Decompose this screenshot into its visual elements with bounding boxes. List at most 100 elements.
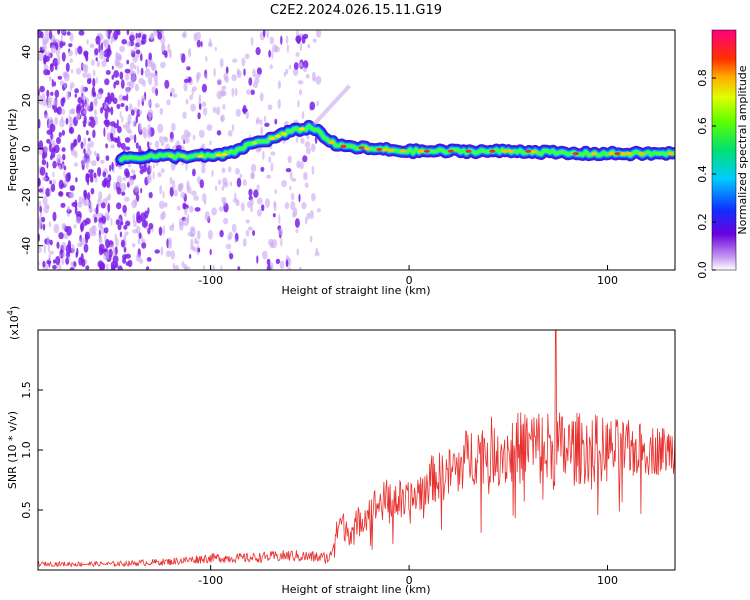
spectrogram-noise-speck (222, 181, 229, 188)
spectrogram-noise-speck (213, 67, 216, 78)
spectrogram-noise-speck (196, 73, 200, 84)
colorbar-tick-label: 0.4 (696, 165, 709, 183)
spectrogram-noise-speck (191, 190, 197, 196)
spectrogram-noise-speck (140, 212, 147, 223)
spectrogram-noise-speck (304, 182, 309, 188)
spectrogram-noise-speck (105, 70, 111, 75)
spectrogram-noise-speck (110, 144, 115, 149)
spectrogram-noise-speck (92, 91, 97, 98)
spectrogram-noise-speck (44, 30, 49, 37)
spectrogram-noise-speck (56, 154, 62, 164)
spectrogram-noise-speck (227, 130, 233, 137)
spectrogram-noise-speck (62, 97, 66, 103)
spectrogram-noise-speck (284, 202, 290, 210)
spectrogram-noise-speck (232, 198, 239, 203)
spectrogram-noise-speck (192, 246, 197, 252)
spectrogram-noise-speck (69, 32, 74, 42)
spectrogram-noise-speck (191, 86, 197, 92)
spectrogram-track-peak (358, 146, 365, 150)
spectrogram-noise-speck (188, 76, 192, 83)
spectrogram-noise-speck (68, 109, 75, 115)
spectrogram-noise-speck (85, 265, 90, 270)
spectrogram-noise-speck (119, 71, 124, 80)
spectrogram-noise-speck (159, 184, 163, 195)
spectrogram-noise-speck (300, 137, 305, 144)
spectrogram-noise-speck (225, 66, 229, 74)
spectrogram-noise-speck (103, 56, 106, 63)
spectrogram-noise-speck (120, 142, 126, 150)
spectrogram-noise-speck (69, 58, 73, 63)
spectrogram-noise-speck (278, 228, 284, 236)
spectrogram-noise-speck (162, 225, 165, 236)
spectrogram-noise-speck (81, 237, 86, 246)
spectrogram-noise-speck (129, 62, 135, 70)
spectrogram-noise-speck (248, 77, 253, 86)
spectrogram-noise-speck (288, 64, 292, 70)
spectrogram-noise-speck (194, 207, 201, 212)
spectrogram-noise-speck (295, 137, 299, 143)
spectrogram-track-peak (388, 148, 395, 152)
spectrogram-noise-speck (219, 229, 224, 238)
spectrogram-noise-speck (239, 173, 243, 179)
spectrogram-noise-speck (305, 73, 310, 79)
spectrogram-noise-speck (125, 146, 131, 151)
spectrogram-noise-speck (293, 62, 299, 70)
spectrogram-noise-speck (303, 172, 306, 180)
spectrogram-noise-speck (91, 225, 95, 234)
spectrogram-noise-speck (277, 80, 281, 89)
spectrogram-noise-speck (117, 135, 120, 144)
spectrogram-noise-speck (190, 238, 194, 248)
spectrogram-track-peak (507, 149, 514, 153)
spectrogram-noise-speck (150, 61, 156, 70)
spectrogram-noise-speck (38, 52, 44, 62)
spectrogram-noise-speck (155, 88, 159, 96)
spectrogram-noise-speck (97, 212, 103, 218)
spectrogram-noise-speck (298, 266, 302, 270)
spectrogram-noise-speck (38, 188, 44, 193)
spectrogram-noise-speck (73, 162, 78, 167)
spectrogram-track-peak (251, 141, 258, 145)
spectrogram-noise-speck (250, 171, 255, 180)
spectrogram-noise-speck (84, 103, 90, 111)
spectrogram-noise-speck (309, 210, 314, 220)
spectrogram-noise-speck (268, 49, 271, 58)
spectrogram-noise-speck (56, 241, 60, 249)
spectrogram-noise-speck (61, 147, 66, 152)
spectrogram-noise-speck (192, 168, 196, 177)
spectrogram-noise-speck (87, 137, 91, 142)
spectrogram-noise-speck (111, 74, 115, 80)
spectrogram-noise-speck (76, 67, 81, 75)
colorbar-ticks: 0.0 0.2 0.4 0.6 0.8 (696, 69, 716, 279)
spectrogram-noise-speck (141, 95, 146, 102)
spectrogram-noise-speck (167, 240, 172, 249)
spectrogram-noise-speck (241, 57, 246, 67)
spectrogram-noise-speck (209, 140, 212, 146)
spectrogram-noise-speck (105, 30, 109, 37)
spectrogram-noise-speck (169, 138, 175, 143)
snr-ytick-label: 0.5 (20, 501, 33, 519)
spectrogram-noise-speck (96, 92, 103, 100)
spectrogram-noise-speck (74, 93, 78, 98)
spectrogram-noise-speck (168, 49, 172, 59)
spectrogram-noise-speck (231, 74, 237, 82)
spectrogram-noise-speck (94, 150, 97, 157)
spectrogram-noise-speck (80, 222, 85, 232)
spectrogram-noise-speck (272, 213, 276, 218)
spectrogram-noise-speck (154, 249, 160, 254)
spectrogram-noise-speck (182, 202, 187, 210)
spectrogram-noise-speck (110, 106, 114, 116)
spectrogram-noise-speck (73, 138, 78, 147)
spectrogram-noise-speck (53, 98, 59, 107)
spectrogram-noise-speck (151, 86, 157, 94)
spectrogram-noise-speck (291, 177, 297, 182)
spectrogram-noise-speck (61, 115, 64, 122)
spectrogram-noise-speck (289, 185, 292, 191)
spectrogram-noise-speck (157, 32, 163, 40)
spectrogram-noise-speck (74, 205, 78, 215)
spectrogram-noise-speck (301, 111, 305, 120)
spectrogram-noise-speck (201, 83, 207, 93)
spectrogram-noise-speck (93, 172, 97, 179)
spectrogram-noise-speck (309, 101, 316, 111)
spectrogram-noise-speck (119, 45, 125, 52)
spectrogram-noise-speck (222, 103, 226, 110)
